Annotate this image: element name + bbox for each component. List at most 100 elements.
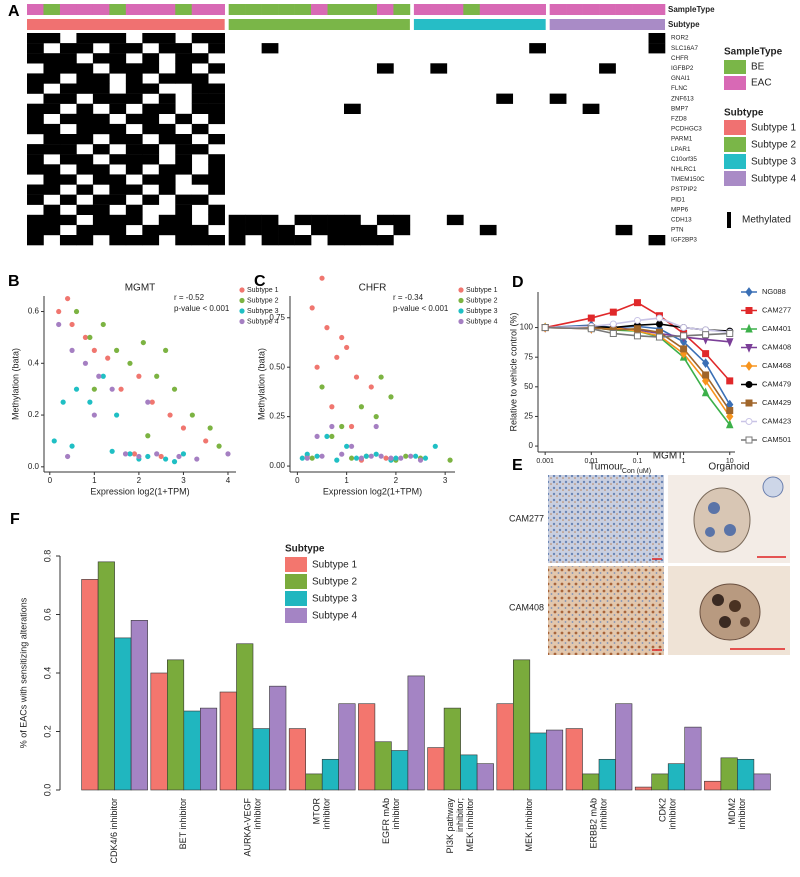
sample-type-cell bbox=[446, 4, 464, 15]
heatmap-cell bbox=[60, 124, 77, 134]
heatmap-cell bbox=[109, 214, 127, 226]
heatmap-cell bbox=[191, 83, 209, 94]
heatmap-cell bbox=[583, 164, 600, 174]
heatmap-cell bbox=[632, 124, 649, 134]
x-tick-label: 0.1 bbox=[633, 458, 643, 465]
nucleus bbox=[740, 617, 750, 627]
heatmap-cell bbox=[566, 84, 583, 94]
heatmap-cell bbox=[377, 174, 394, 184]
heatmap-cell bbox=[599, 94, 616, 104]
heatmap-cell bbox=[529, 174, 546, 184]
data-point bbox=[56, 308, 62, 315]
heatmap-cell bbox=[550, 134, 567, 144]
heatmap-cell bbox=[311, 84, 328, 94]
heatmap-cell bbox=[92, 123, 110, 135]
legend-swatch bbox=[724, 171, 746, 186]
heatmap-cell bbox=[278, 164, 295, 174]
heatmap-cell bbox=[311, 164, 328, 174]
heatmap-cell bbox=[295, 84, 312, 94]
gene-label: PTN bbox=[671, 227, 684, 234]
heatmap-cell bbox=[59, 93, 77, 104]
heatmap-cell bbox=[414, 43, 431, 53]
heatmap-cell bbox=[245, 43, 262, 53]
x-axis-label: Expression log2(1+TPM) bbox=[90, 486, 189, 496]
heatmap-cell bbox=[393, 84, 410, 94]
panel-letter: E bbox=[512, 457, 523, 474]
heatmap-cell bbox=[414, 154, 431, 164]
bar bbox=[236, 643, 254, 791]
y-tick-label: 0.75 bbox=[269, 313, 285, 322]
data-point bbox=[726, 329, 734, 337]
heatmap-cell bbox=[43, 103, 61, 114]
heatmap-cell bbox=[393, 164, 410, 174]
heatmap-cell bbox=[27, 174, 44, 184]
heatmap-cell bbox=[463, 104, 480, 114]
heatmap-cell bbox=[447, 195, 464, 205]
heatmap-cell bbox=[430, 73, 447, 83]
heatmap-cell bbox=[447, 73, 464, 83]
heatmap-cell bbox=[376, 63, 394, 74]
y-tick-label: 75 bbox=[524, 352, 533, 361]
heatmap-cell bbox=[27, 103, 44, 114]
data-point bbox=[154, 373, 160, 379]
data-point bbox=[127, 360, 133, 366]
heatmap-cell bbox=[513, 84, 530, 94]
heatmap-cell bbox=[393, 94, 410, 104]
heatmap-cell bbox=[599, 235, 616, 245]
heatmap-cell bbox=[344, 224, 361, 236]
heatmap-cell bbox=[430, 174, 447, 184]
heatmap-cell bbox=[513, 63, 530, 73]
data-point bbox=[324, 325, 330, 331]
heatmap-cell bbox=[599, 73, 616, 83]
heatmap-cell bbox=[229, 144, 246, 154]
heatmap-cell bbox=[208, 225, 225, 235]
heatmap-cell bbox=[393, 185, 410, 195]
heatmap-cell bbox=[43, 93, 61, 104]
heatmap-cell bbox=[566, 124, 583, 134]
heatmap-cell bbox=[208, 113, 225, 125]
heatmap-cell bbox=[393, 154, 410, 164]
legend-marker bbox=[458, 308, 464, 314]
heatmap-cell bbox=[311, 124, 328, 134]
heatmap-cell bbox=[295, 94, 312, 104]
heatmap-cell bbox=[583, 84, 600, 94]
heatmap-cell bbox=[447, 104, 464, 114]
heatmap-cell bbox=[344, 144, 361, 154]
x-tick-label: PI3K pathway bbox=[445, 798, 455, 854]
y-tick-label: 0.8 bbox=[42, 550, 52, 563]
x-tick-label: 1 bbox=[344, 476, 349, 485]
data-point bbox=[726, 407, 734, 415]
heatmap-cell bbox=[360, 124, 377, 134]
heatmap-cell bbox=[360, 94, 377, 104]
heatmap-cell bbox=[278, 53, 295, 63]
gene-label: LPAR1 bbox=[671, 146, 691, 153]
bar bbox=[358, 703, 376, 791]
heatmap-cell bbox=[360, 205, 377, 215]
y-tick-label: 0.2 bbox=[28, 410, 40, 419]
x-tick-label: MDM2 bbox=[727, 798, 737, 825]
heatmap-cell bbox=[27, 144, 44, 155]
data-point bbox=[304, 455, 310, 461]
heatmap-cell bbox=[480, 43, 497, 53]
data-point bbox=[100, 321, 106, 328]
heatmap-cell bbox=[430, 164, 447, 174]
series-line bbox=[545, 326, 730, 338]
data-point bbox=[358, 455, 365, 461]
heatmap-cell bbox=[513, 43, 530, 53]
heatmap-cell bbox=[229, 53, 246, 63]
heatmap-cell bbox=[59, 63, 77, 74]
data-point bbox=[587, 314, 595, 322]
heatmap-cell bbox=[109, 84, 126, 94]
heatmap-cell bbox=[328, 94, 345, 104]
gene-label: C10orf35 bbox=[671, 156, 697, 163]
heatmap-cell bbox=[550, 114, 567, 124]
bar bbox=[391, 750, 409, 791]
heatmap-cell bbox=[496, 195, 513, 205]
annotation: p-value < 0.001 bbox=[174, 304, 230, 313]
y-tick-label: 0.00 bbox=[269, 461, 285, 470]
heatmap-cell bbox=[208, 53, 225, 63]
data-point bbox=[378, 374, 384, 380]
data-point bbox=[725, 338, 734, 348]
heatmap-cell bbox=[191, 73, 209, 84]
heatmap-cell bbox=[175, 33, 192, 43]
